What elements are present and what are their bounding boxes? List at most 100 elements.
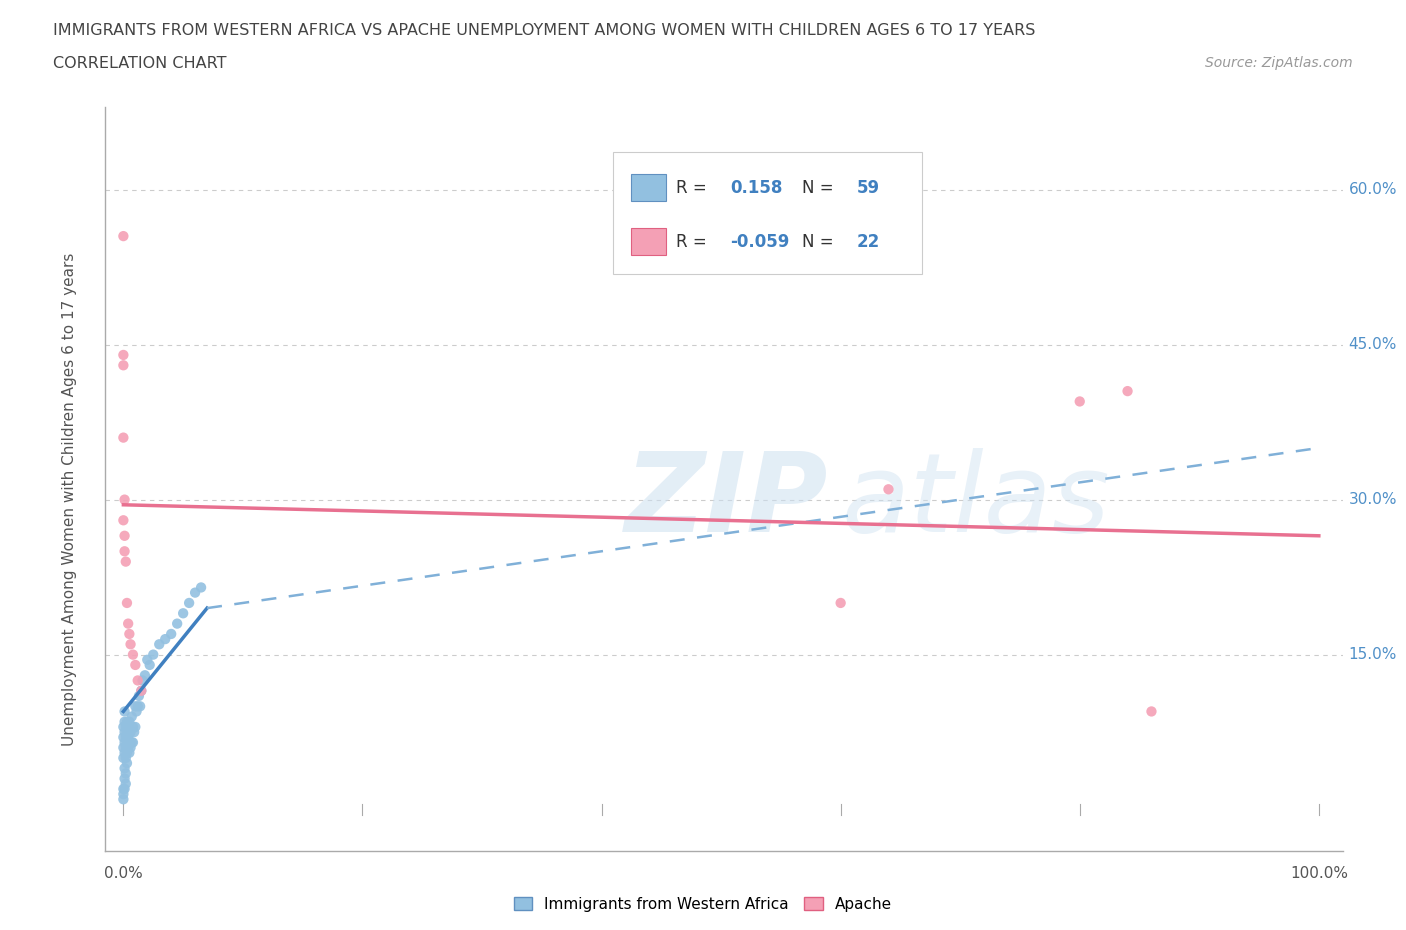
Point bbox=[118, 714, 141, 729]
Point bbox=[120, 724, 142, 739]
Point bbox=[112, 730, 135, 745]
Point bbox=[114, 751, 136, 765]
Point bbox=[114, 724, 136, 739]
Point bbox=[155, 631, 177, 646]
FancyBboxPatch shape bbox=[613, 152, 922, 274]
Point bbox=[114, 544, 136, 559]
Point bbox=[830, 595, 852, 610]
Text: Source: ZipAtlas.com: Source: ZipAtlas.com bbox=[1205, 56, 1353, 70]
Point bbox=[131, 684, 153, 698]
Point bbox=[114, 777, 136, 791]
Point bbox=[114, 720, 136, 735]
Point bbox=[118, 735, 141, 750]
Point bbox=[117, 740, 139, 755]
Point bbox=[112, 358, 135, 373]
Point bbox=[114, 735, 136, 750]
Point bbox=[172, 605, 194, 620]
Point bbox=[115, 724, 138, 739]
Text: 15.0%: 15.0% bbox=[1348, 647, 1398, 662]
Point bbox=[117, 720, 139, 735]
Point bbox=[1116, 384, 1139, 399]
Point bbox=[148, 637, 170, 652]
Point bbox=[114, 740, 136, 755]
Point bbox=[112, 751, 135, 765]
Point bbox=[115, 735, 138, 750]
Point bbox=[114, 714, 136, 729]
Point bbox=[114, 771, 136, 786]
Text: 60.0%: 60.0% bbox=[1348, 182, 1398, 197]
Point bbox=[122, 720, 145, 735]
Point bbox=[142, 647, 165, 662]
Point bbox=[122, 724, 145, 739]
Point bbox=[166, 617, 188, 631]
Text: atlas: atlas bbox=[842, 447, 1111, 555]
Point bbox=[112, 348, 135, 363]
Point bbox=[124, 698, 146, 713]
Point bbox=[129, 698, 152, 713]
Point bbox=[160, 627, 183, 642]
Text: 22: 22 bbox=[856, 232, 880, 251]
Point bbox=[114, 704, 136, 719]
Point bbox=[115, 595, 138, 610]
Point bbox=[120, 740, 142, 755]
Point bbox=[112, 791, 135, 806]
Text: N =: N = bbox=[801, 232, 839, 251]
Text: 100.0%: 100.0% bbox=[1289, 867, 1348, 882]
Point bbox=[184, 585, 207, 600]
Point bbox=[122, 647, 145, 662]
Point bbox=[124, 720, 146, 735]
Point bbox=[117, 617, 139, 631]
Point bbox=[121, 735, 143, 750]
Text: 0.158: 0.158 bbox=[730, 179, 783, 196]
Point bbox=[115, 745, 138, 760]
Point bbox=[136, 652, 159, 667]
Point bbox=[134, 668, 156, 683]
Text: Unemployment Among Women with Children Ages 6 to 17 years: Unemployment Among Women with Children A… bbox=[62, 253, 77, 746]
Text: R =: R = bbox=[676, 179, 711, 196]
Point bbox=[114, 766, 136, 781]
Point bbox=[190, 580, 212, 595]
FancyBboxPatch shape bbox=[631, 229, 666, 255]
Point bbox=[112, 781, 135, 796]
Point bbox=[114, 781, 136, 796]
Point bbox=[124, 658, 146, 672]
Point bbox=[1140, 704, 1163, 719]
Point bbox=[114, 730, 136, 745]
Point bbox=[131, 684, 153, 698]
Point bbox=[121, 710, 143, 724]
Text: 0.0%: 0.0% bbox=[104, 867, 143, 882]
Text: ZIP: ZIP bbox=[626, 447, 828, 555]
Point bbox=[114, 528, 136, 543]
Text: CORRELATION CHART: CORRELATION CHART bbox=[53, 56, 226, 71]
Point bbox=[125, 704, 148, 719]
Point bbox=[115, 756, 138, 771]
Point bbox=[128, 688, 150, 703]
Text: -0.059: -0.059 bbox=[730, 232, 790, 251]
Point bbox=[1069, 394, 1091, 409]
Point bbox=[118, 627, 141, 642]
Text: 30.0%: 30.0% bbox=[1348, 492, 1398, 507]
Point bbox=[127, 673, 149, 688]
Point bbox=[122, 735, 145, 750]
Text: IMMIGRANTS FROM WESTERN AFRICA VS APACHE UNEMPLOYMENT AMONG WOMEN WITH CHILDREN : IMMIGRANTS FROM WESTERN AFRICA VS APACHE… bbox=[53, 23, 1036, 38]
Point bbox=[877, 482, 900, 497]
Point bbox=[179, 595, 201, 610]
Point bbox=[114, 554, 136, 569]
Point bbox=[112, 720, 135, 735]
Legend: Immigrants from Western Africa, Apache: Immigrants from Western Africa, Apache bbox=[508, 891, 898, 918]
Point bbox=[131, 673, 153, 688]
Text: 59: 59 bbox=[856, 179, 880, 196]
Text: N =: N = bbox=[801, 179, 839, 196]
Point bbox=[115, 714, 138, 729]
Text: 45.0%: 45.0% bbox=[1348, 337, 1398, 352]
Point bbox=[118, 745, 141, 760]
Point bbox=[114, 745, 136, 760]
Point bbox=[114, 761, 136, 776]
Text: R =: R = bbox=[676, 232, 711, 251]
Point bbox=[117, 730, 139, 745]
FancyBboxPatch shape bbox=[631, 174, 666, 201]
Point bbox=[127, 698, 149, 713]
Point bbox=[114, 492, 136, 507]
Point bbox=[112, 229, 135, 244]
Point bbox=[112, 512, 135, 527]
